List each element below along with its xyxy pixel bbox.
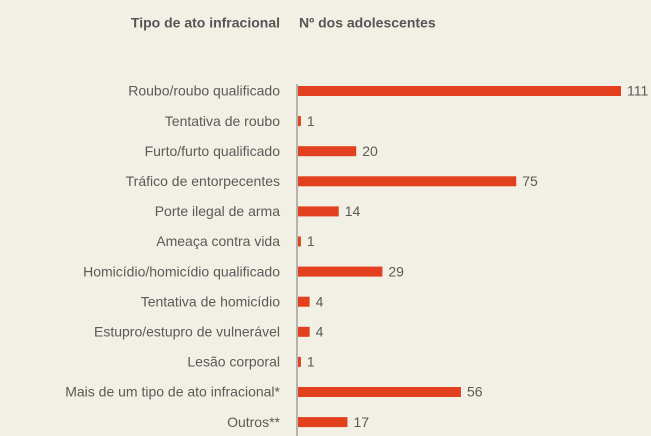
value-label: 75	[522, 173, 538, 189]
value-header: Nº dos adolescentes	[299, 15, 436, 31]
value-label: 1	[307, 354, 315, 370]
category-label: Tentativa de homicídio	[141, 293, 281, 309]
bar	[298, 417, 348, 428]
bar	[298, 356, 301, 367]
category-label: Furto/furto qualificado	[145, 143, 281, 159]
bar	[298, 266, 383, 277]
value-label: 4	[316, 293, 324, 309]
bar	[298, 146, 357, 157]
bar	[298, 236, 301, 247]
bar	[298, 387, 461, 397]
value-label: 111	[627, 83, 648, 99]
bar	[298, 206, 339, 217]
category-label: Lesão corporal	[187, 354, 280, 370]
category-label: Tentativa de roubo	[165, 113, 280, 129]
value-label: 56	[467, 384, 483, 400]
bar	[298, 86, 621, 96]
category-label: Roubo/roubo qualificado	[128, 83, 280, 99]
category-header: Tipo de ato infracional	[131, 15, 280, 31]
bar	[298, 296, 310, 307]
category-label: Homicídio/homicídio qualificado	[83, 263, 280, 279]
value-label: 4	[316, 324, 324, 340]
bar	[298, 116, 301, 127]
category-label: Ameaça contra vida	[156, 233, 280, 249]
bar	[298, 176, 517, 187]
value-label: 1	[307, 113, 315, 129]
value-label: 29	[388, 263, 404, 279]
value-label: 17	[353, 414, 369, 430]
category-label: Porte ilegal de arma	[155, 203, 281, 219]
category-label: Outros**	[227, 414, 280, 430]
category-label: Mais de um tipo de ato infracional*	[65, 384, 280, 400]
category-label: Tráfico de entorpecentes	[126, 173, 280, 189]
category-label: Estupro/estupro de vulnerável	[94, 324, 280, 340]
value-label: 14	[345, 203, 361, 219]
value-label: 1	[307, 233, 315, 249]
value-label: 20	[362, 143, 378, 159]
bar	[298, 326, 310, 337]
